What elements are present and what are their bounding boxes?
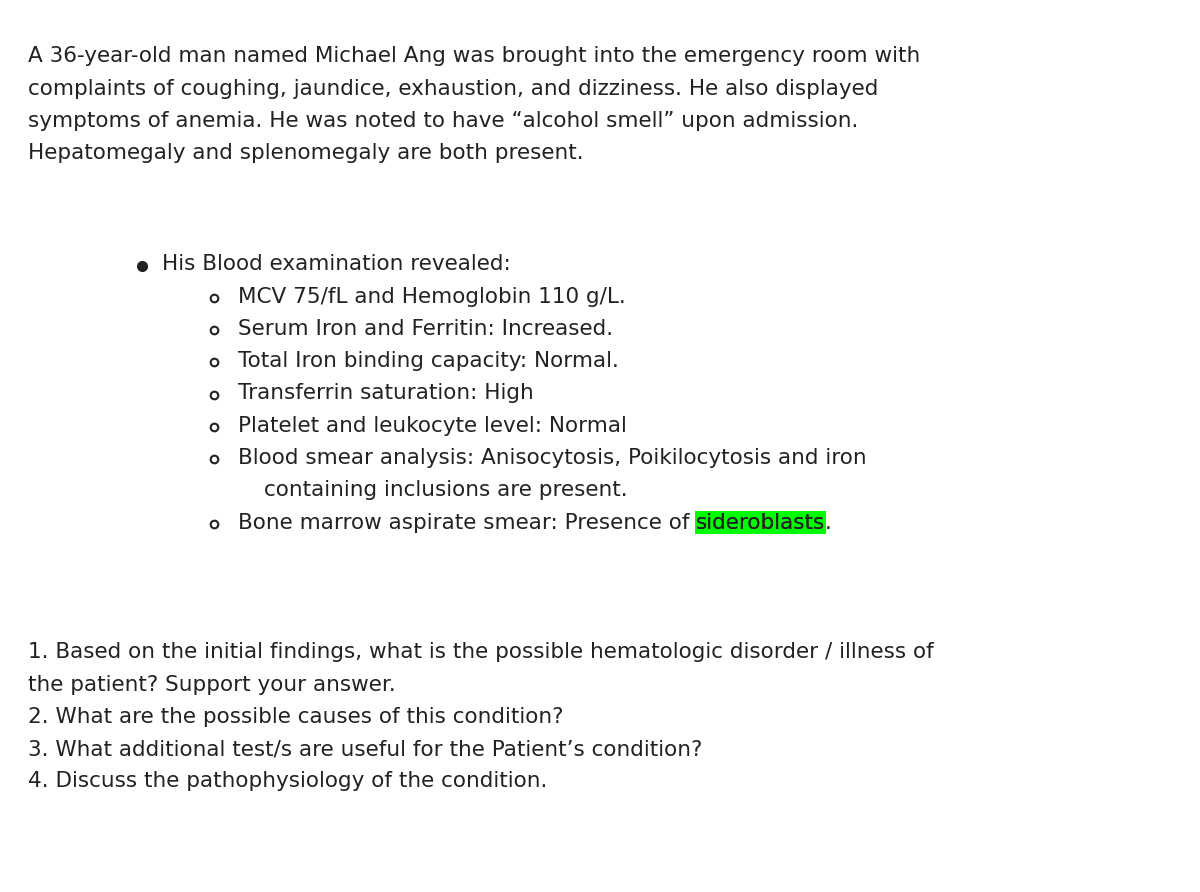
Text: 3. What additional test/s are useful for the Patient’s condition?: 3. What additional test/s are useful for… xyxy=(28,739,702,759)
FancyBboxPatch shape xyxy=(695,510,827,533)
Text: A 36-year-old man named Michael Ang was brought into the emergency room with: A 36-year-old man named Michael Ang was … xyxy=(28,46,920,66)
Text: His Blood examination revealed:: His Blood examination revealed: xyxy=(162,254,511,274)
Text: Serum Iron and Ferritin: Increased.: Serum Iron and Ferritin: Increased. xyxy=(238,318,613,339)
Text: Hepatomegaly and splenomegaly are both present.: Hepatomegaly and splenomegaly are both p… xyxy=(28,144,583,163)
Text: complaints of coughing, jaundice, exhaustion, and dizziness. He also displayed: complaints of coughing, jaundice, exhaus… xyxy=(28,78,878,99)
Text: containing inclusions are present.: containing inclusions are present. xyxy=(264,480,628,500)
Text: Bone marrow aspirate smear: Presence of: Bone marrow aspirate smear: Presence of xyxy=(238,513,696,533)
Text: sideroblasts: sideroblasts xyxy=(696,513,826,533)
Text: Total Iron binding capacity: Normal.: Total Iron binding capacity: Normal. xyxy=(238,351,618,371)
Text: .: . xyxy=(826,513,832,533)
Text: 4. Discuss the pathophysiology of the condition.: 4. Discuss the pathophysiology of the co… xyxy=(28,772,547,791)
Text: Transferrin saturation: High: Transferrin saturation: High xyxy=(238,384,533,403)
Text: the patient? Support your answer.: the patient? Support your answer. xyxy=(28,674,395,695)
Text: 2. What are the possible causes of this condition?: 2. What are the possible causes of this … xyxy=(28,706,563,727)
Text: MCV 75/fL and Hemoglobin 110 g/L.: MCV 75/fL and Hemoglobin 110 g/L. xyxy=(238,286,625,307)
Text: symptoms of anemia. He was noted to have “alcohol smell” upon admission.: symptoms of anemia. He was noted to have… xyxy=(28,111,858,131)
Text: sideroblasts: sideroblasts xyxy=(696,513,826,533)
Text: Platelet and leukocyte level: Normal: Platelet and leukocyte level: Normal xyxy=(238,416,626,435)
Text: 1. Based on the initial findings, what is the possible hematologic disorder / il: 1. Based on the initial findings, what i… xyxy=(28,642,934,662)
Text: Blood smear analysis: Anisocytosis, Poikilocytosis and iron: Blood smear analysis: Anisocytosis, Poik… xyxy=(238,448,866,468)
